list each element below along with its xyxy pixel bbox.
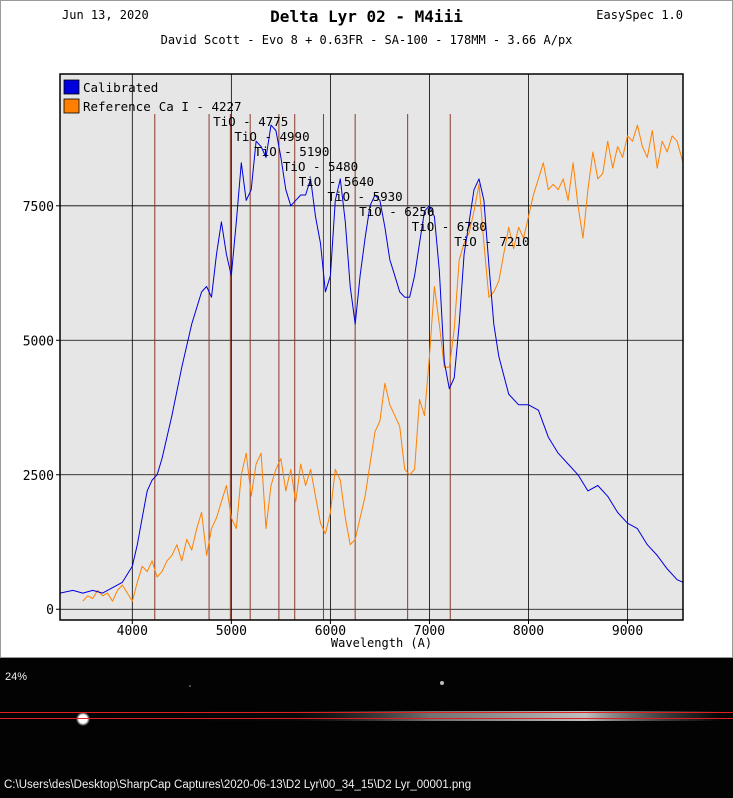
y-tick-label: 2500	[23, 469, 54, 484]
x-tick-label: 4000	[117, 624, 148, 639]
legend-label: Calibrated	[83, 80, 158, 95]
zoom-level: 24%	[5, 671, 28, 683]
spectrum-chart: 4000 5000 6000 7000 8000 9000 0 2500 5000 7500 Ca …	[23, 73, 684, 650]
legend-label: Reference	[83, 99, 151, 114]
y-tick-label: 5000	[23, 334, 54, 349]
x-tick-label: 7000	[414, 624, 445, 639]
line-marker-label: TiO - 7210	[454, 234, 529, 249]
spectrum-strip-image	[60, 681, 733, 726]
series-line-calibrated	[59, 124, 684, 594]
legend-swatch	[63, 98, 80, 114]
zero-order-star	[76, 712, 90, 726]
line-marker-label: TiO - 5930	[327, 189, 402, 204]
x-tick-label: 5000	[216, 624, 247, 639]
y-tick-label: 7500	[23, 200, 54, 215]
plot-area	[60, 74, 683, 620]
line-marker-label: TiO - 6780	[412, 219, 487, 234]
y-tick-label: 0	[46, 603, 54, 618]
x-axis-label: Wavelength (A)	[331, 636, 432, 650]
file-path: C:\Users\des\Desktop\SharpCap Captures\2…	[4, 779, 472, 791]
legend-swatch	[63, 79, 80, 95]
selection-line-bottom[interactable]	[0, 718, 733, 719]
line-marker-label: TiO - 5190	[254, 144, 329, 159]
background-star	[189, 685, 191, 687]
line-marker-label: TiO - 4990	[234, 129, 309, 144]
line-marker-label: TiO - 4775	[213, 114, 288, 129]
x-tick-label: 8000	[513, 624, 544, 639]
spectrum-plot-window: Jun 13, 2020 Delta Lyr 02 - M4iii EasySp…	[0, 0, 733, 658]
series-line-reference	[82, 124, 684, 602]
selection-line-top[interactable]	[0, 712, 733, 713]
line-marker-label: TiO - 5640	[299, 174, 374, 189]
x-tick-label: 6000	[315, 624, 346, 639]
software-label: EasySpec 1.0	[596, 8, 683, 22]
line-marker-label: Ca I - 4227	[159, 99, 242, 114]
x-tick-label: 9000	[612, 624, 643, 639]
capture-image-panel: 24% C:\Users\des\Desktop\SharpCap Captur…	[0, 658, 733, 798]
line-marker-label: TiO - 6250	[359, 204, 434, 219]
plot-subtitle: David Scott - Evo 8 + 0.63FR - SA-100 - …	[160, 33, 573, 47]
background-star	[440, 681, 444, 685]
plot-title: Delta Lyr 02 - M4iii	[270, 7, 463, 26]
plot-border	[59, 73, 684, 621]
line-marker-label: TiO - 5480	[283, 159, 358, 174]
plot-date: Jun 13, 2020	[62, 8, 149, 22]
spectrum-streak	[60, 711, 733, 721]
